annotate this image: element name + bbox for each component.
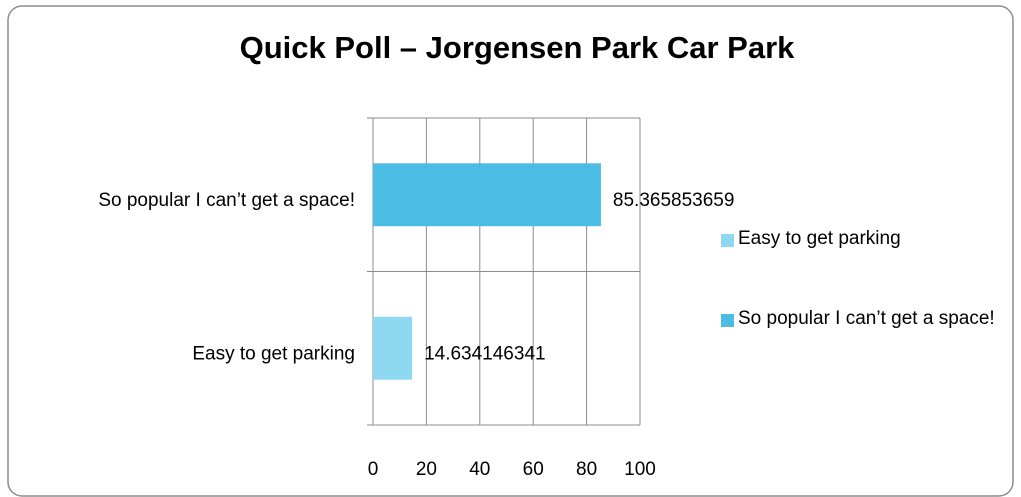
- x-tick-label: 60: [523, 459, 544, 480]
- legend-entry: So popular I can’t get a space!: [738, 308, 995, 329]
- legend-entry: Easy to get parking: [738, 228, 901, 249]
- bar: [373, 316, 413, 380]
- legend-label: Easy to get parking: [738, 228, 901, 249]
- x-tick-label: 0: [368, 459, 379, 480]
- chart-title: Quick Poll – Jorgensen Park Car Park: [240, 30, 796, 65]
- y-tick-label: Easy to get parking: [192, 343, 355, 364]
- data-label: 14.634146341: [424, 343, 546, 364]
- x-tick-label: 100: [624, 459, 656, 480]
- x-tick-label: 80: [576, 459, 597, 480]
- x-tick-label: 40: [469, 459, 490, 480]
- legend-label: So popular I can’t get a space!: [738, 308, 995, 329]
- chart-border: [7, 5, 1014, 497]
- y-tick-label: So popular I can’t get a space!: [98, 190, 355, 211]
- x-tick-label: 20: [416, 459, 437, 480]
- legend-swatch: [721, 234, 734, 247]
- legend-swatch: [721, 314, 734, 327]
- bar: [373, 163, 601, 227]
- data-label: 85.365853659: [613, 190, 735, 211]
